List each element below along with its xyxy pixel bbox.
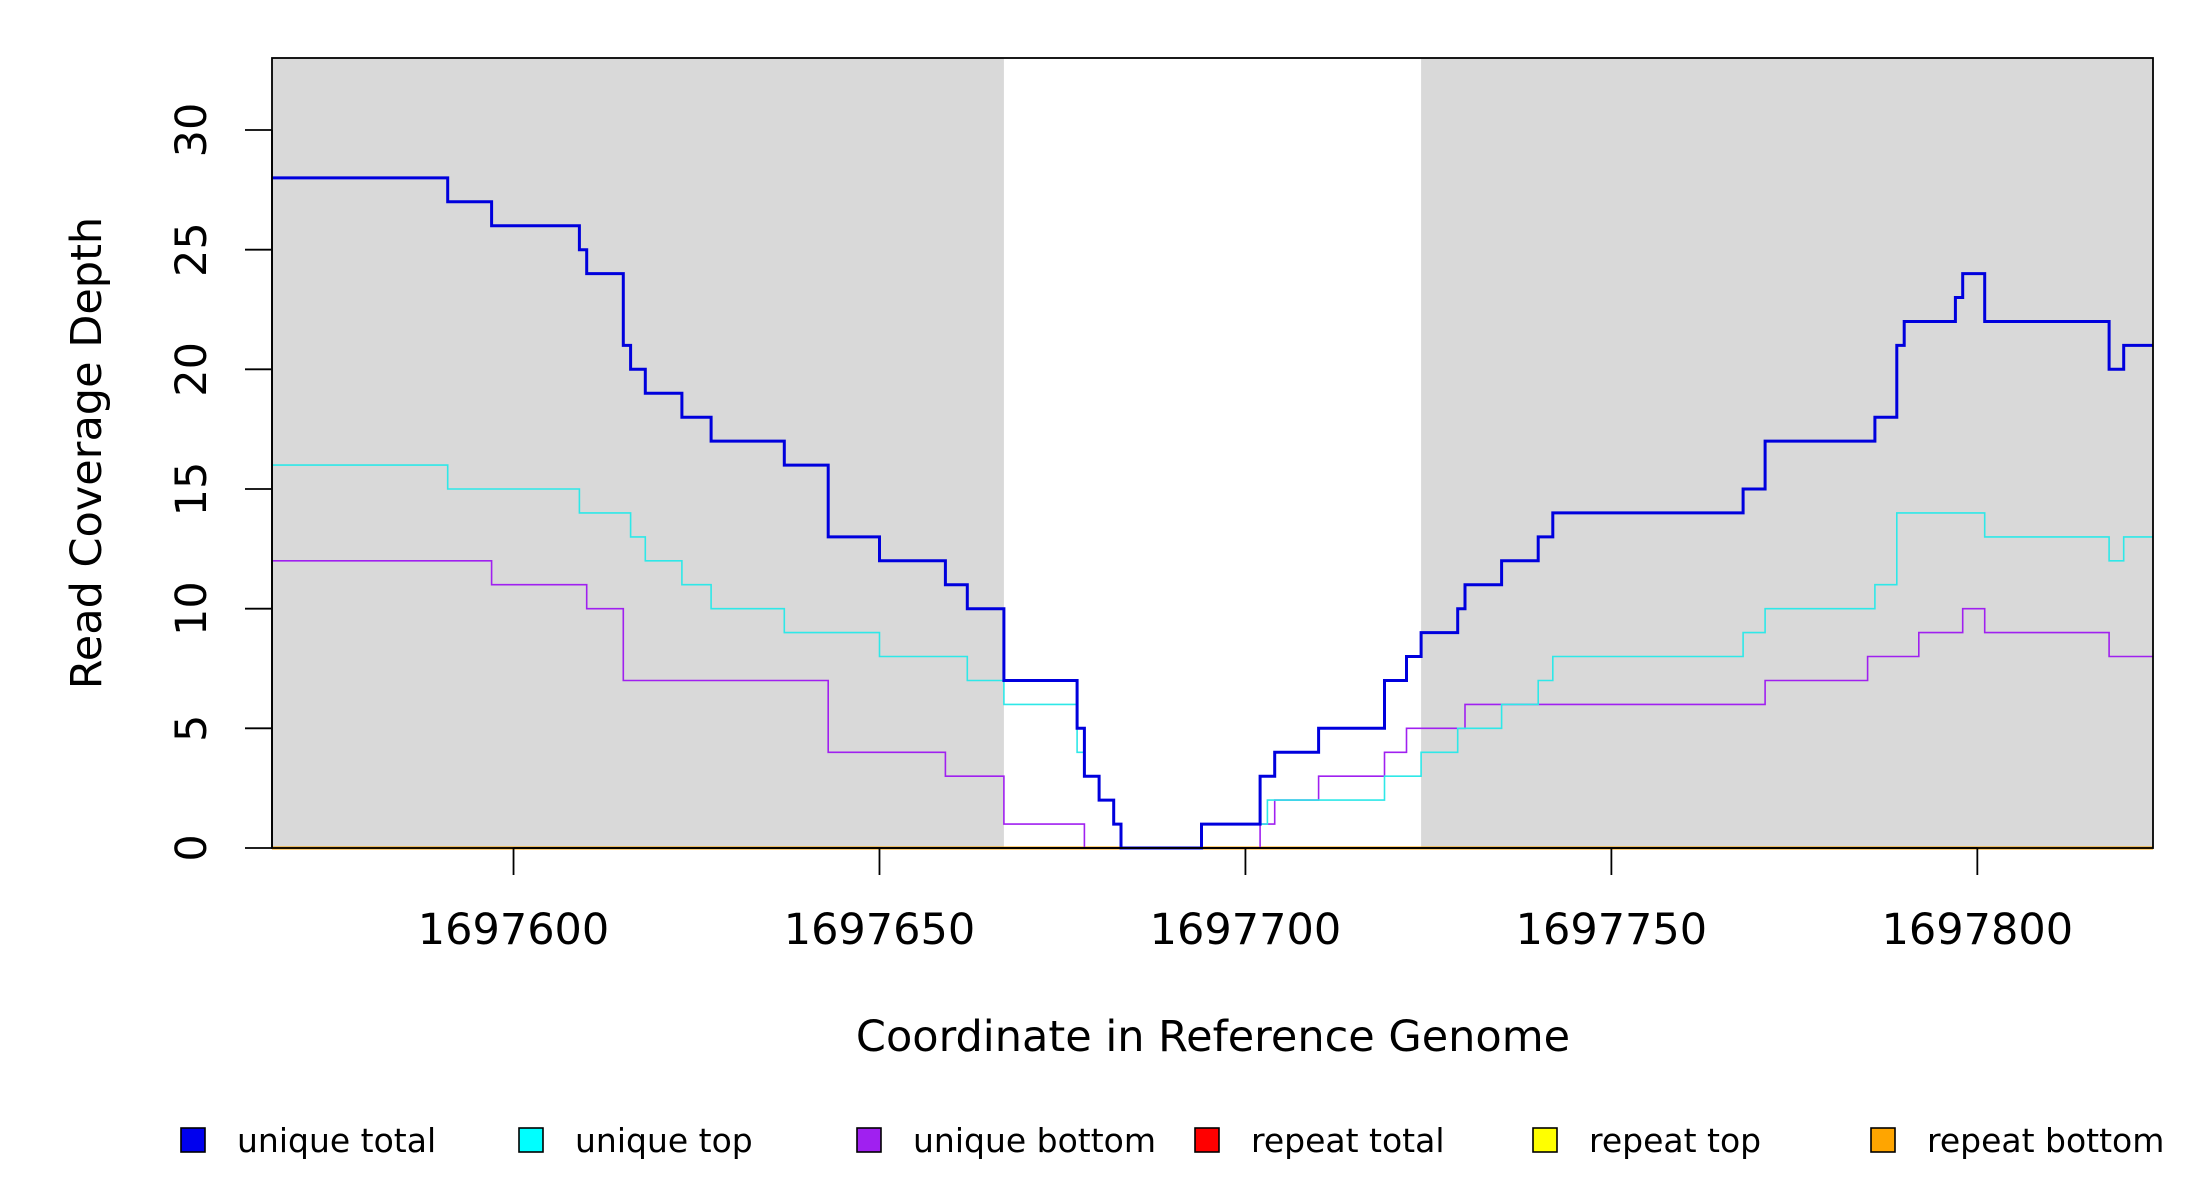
y-tick-label: 30 — [167, 103, 217, 158]
legend-label: repeat total — [1251, 1121, 1445, 1160]
legend-swatch — [1194, 1127, 1220, 1153]
x-tick-label: 1697800 — [1882, 905, 2074, 955]
legend-swatch — [1532, 1127, 1558, 1153]
legend-label: unique top — [575, 1121, 753, 1160]
legend: unique total unique top unique bottom repea… — [180, 1121, 2164, 1160]
legend-item-unique-total: unique total — [180, 1121, 436, 1160]
y-tick-label: 15 — [167, 462, 217, 517]
x-tick-label: 1697600 — [418, 905, 610, 955]
legend-label: repeat bottom — [1927, 1121, 2164, 1160]
legend-label: unique total — [237, 1121, 436, 1160]
x-tick-label: 1697650 — [784, 905, 976, 955]
x-tick-label: 1697700 — [1150, 905, 1342, 955]
y-tick-label: 10 — [167, 581, 217, 636]
legend-item-unique-bottom: unique bottom — [856, 1121, 1156, 1160]
legend-label: repeat top — [1589, 1121, 1761, 1160]
x-tick-label: 1697750 — [1516, 905, 1708, 955]
legend-swatch — [518, 1127, 544, 1153]
y-tick-label: 20 — [167, 342, 217, 397]
x-axis-title: Coordinate in Reference Genome — [856, 1012, 1570, 1062]
legend-swatch — [856, 1127, 882, 1153]
axes: 1697600 1697650 1697700 1697750 1697800 0 5 10 1… — [167, 103, 2073, 955]
shaded-region-2 — [1421, 58, 2153, 848]
series-unique-bottom — [272, 560, 2153, 849]
legend-item-repeat-total: repeat total — [1194, 1121, 1445, 1160]
shaded-regions — [272, 58, 2153, 848]
legend-swatch — [1870, 1127, 1896, 1153]
y-tick-label: 25 — [167, 222, 217, 277]
shaded-region-1 — [272, 58, 1004, 848]
legend-item-repeat-bottom: repeat bottom — [1870, 1121, 2164, 1160]
legend-label: unique bottom — [913, 1121, 1156, 1160]
series-unique-total — [272, 176, 2153, 850]
legend-item-repeat-top: repeat top — [1532, 1121, 1761, 1160]
legend-swatch — [180, 1127, 206, 1153]
y-tick-label: 0 — [167, 834, 217, 861]
legend-item-unique-top: unique top — [518, 1121, 753, 1160]
y-tick-label: 5 — [167, 715, 217, 742]
y-axis-title: Read Coverage Depth — [62, 217, 112, 689]
